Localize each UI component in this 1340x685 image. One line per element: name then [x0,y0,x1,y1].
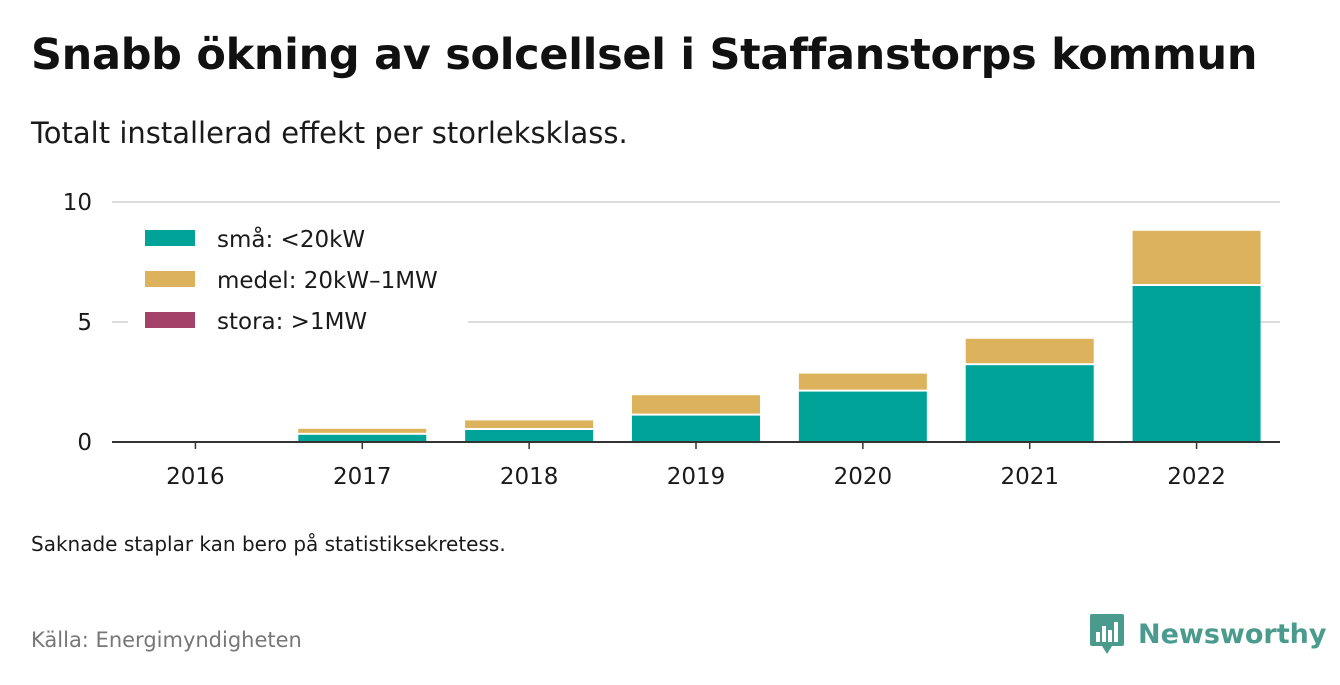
x-tick-label: 2016 [166,464,225,490]
x-tick-label: 2017 [333,464,392,490]
x-tick-label: 2019 [667,464,726,490]
chart-note: Saknade staplar kan bero på statistiksek… [31,532,506,556]
bar-2022-series-1 [1132,230,1261,284]
x-tick-label: 2018 [500,464,559,490]
bar-2022-series-0 [1132,286,1261,442]
legend-swatch [145,271,195,287]
bar-2017-series-0 [298,434,427,442]
x-tick-label: 2022 [1167,464,1226,490]
source-label: Källa: Energimyndigheten [31,628,302,652]
bar-2018-series-1 [465,420,594,428]
bar-2021-series-1 [965,338,1094,364]
x-tick-label: 2020 [834,464,893,490]
y-tick-label: 5 [77,310,92,336]
legend-label: små: <20kW [217,225,365,253]
bar-2017-series-1 [298,428,427,433]
brand-name: Newsworthy [1138,618,1327,650]
legend-label: stora: >1MW [217,309,367,335]
y-tick-label: 10 [63,190,92,216]
bar-2020-series-1 [798,373,927,390]
bar-2020-series-0 [798,391,927,442]
bar-2019-series-1 [632,395,760,414]
bar-2019-series-0 [632,415,760,442]
x-tick-label: 2021 [1000,464,1059,490]
chart-title: Snabb ökning av solcellsel i Staffanstor… [31,30,1258,80]
legend-swatch [145,230,195,246]
y-tick-label: 0 [77,430,92,456]
bar-chart: 0 5 10 2016 2017 2018 2019 2020 2021 2022 små: <2… [63,190,1280,490]
chart-subtitle: Totalt installerad effekt per storlekskl… [31,116,628,150]
newsworthy-logo-icon [1090,614,1124,654]
legend-swatch [145,312,195,328]
brand-logo: Newsworthy [1088,612,1326,656]
legend-label: medel: 20kW–1MW [217,268,438,294]
bar-2018-series-0 [465,430,594,442]
bar-2021-series-0 [965,365,1094,442]
